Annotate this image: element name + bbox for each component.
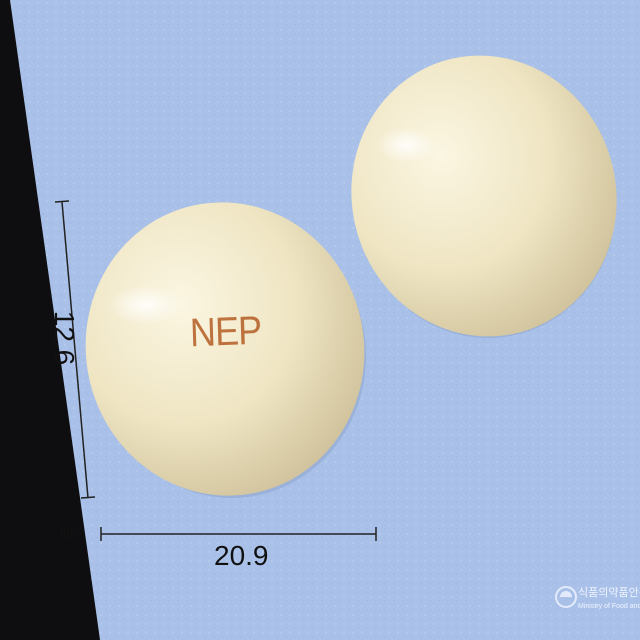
tablet-front-highlight (107, 285, 183, 325)
height-dimension-tick (80, 496, 96, 499)
tablet-imprint: NEP (189, 308, 262, 356)
tablet-back (351, 55, 617, 337)
watermark-english: Ministry of Food and (578, 603, 640, 610)
tablet-front (85, 202, 365, 496)
watermark-korean: 식품의약품안전 (578, 587, 640, 599)
width-value-label: 20.9 (214, 540, 269, 571)
tablet-back-highlight (376, 127, 436, 163)
height-value-label: 12.6 (49, 310, 80, 366)
dark-edge (0, 0, 100, 640)
unit-label: ㎜ (60, 521, 80, 543)
ministry-logo-icon (555, 586, 577, 608)
height-dimension-line (61, 201, 89, 499)
height-dimension-tick (54, 200, 70, 203)
